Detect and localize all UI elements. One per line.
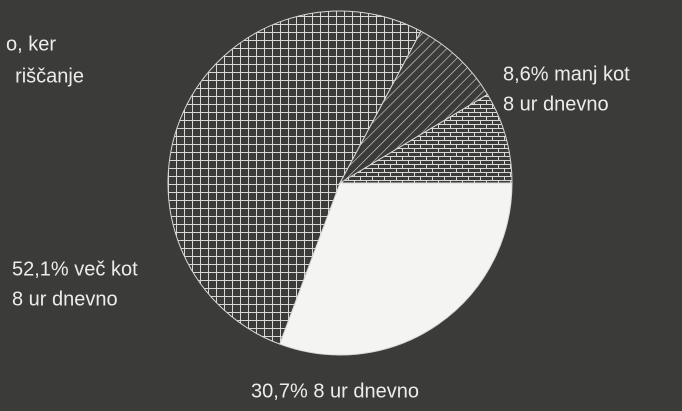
pie-slice [279,182,513,356]
slice-label: 52,1% več kot [12,258,138,280]
pie-slice [338,93,513,184]
pie-slice [167,10,422,345]
slice-label: o, ker [6,33,56,55]
slice-label: 30,7% 8 ur dnevno [251,380,419,402]
pie-slice [338,30,489,185]
slice-label: 8,6% manj kot [503,63,630,85]
slice-label: 8 ur dnevno [12,288,118,310]
slice-label: 8 ur dnevno [503,93,609,115]
slice-label: riščanje [15,65,84,87]
